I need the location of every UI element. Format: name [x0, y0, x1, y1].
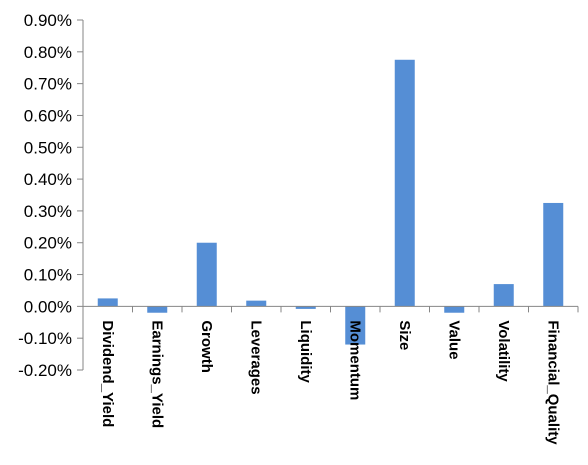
y-tick-label: 0.40% [24, 170, 72, 189]
x-category-label: Liquidity [297, 320, 314, 383]
bar-liquidity [295, 306, 316, 309]
x-category-label: Growth [198, 320, 215, 373]
bar-size [394, 59, 415, 307]
y-axis-ticks: -0.20% -0.10% 0.00% 0.10% 0.20% 0.30% 0.40% 0.5… [18, 11, 83, 380]
x-category-label: Momentum [346, 320, 363, 400]
x-category-label: Volatility [495, 320, 512, 382]
bar-growth [196, 242, 217, 307]
axes [82, 20, 579, 370]
x-category-label: Leverages [247, 320, 264, 394]
y-tick-label: 0.60% [24, 106, 72, 125]
x-category-label: Size [396, 320, 413, 350]
y-tick-label: 0.10% [24, 266, 72, 285]
y-tick-label: 0.00% [24, 297, 72, 316]
x-axis-labels: Dividend_Yield Earnings_Yield Growth Levera… [99, 320, 562, 445]
bar-leverages [246, 300, 267, 307]
x-category-label: Dividend_Yield [99, 320, 116, 427]
bar-value [444, 306, 465, 313]
y-tick-label: 0.50% [24, 138, 72, 157]
bars [97, 59, 564, 345]
bar-volatility [493, 284, 514, 307]
bar-financial-quality [543, 202, 564, 307]
x-category-label: Earnings_Yield [148, 320, 165, 428]
y-tick-label: 0.90% [24, 11, 72, 30]
bar-dividend-yield [97, 298, 118, 307]
bar-momentum [345, 306, 366, 345]
y-tick-label: 0.80% [24, 43, 72, 62]
y-tick-label: 0.20% [24, 234, 72, 253]
bar-earnings-yield [147, 306, 168, 313]
y-tick-label: -0.10% [18, 329, 72, 348]
y-tick-label: -0.20% [18, 361, 72, 380]
y-tick-label: 0.30% [24, 202, 72, 221]
y-tick-label: 0.70% [24, 75, 72, 94]
x-category-label: Value [445, 320, 462, 359]
x-category-label: Financial_Quality [544, 320, 561, 445]
